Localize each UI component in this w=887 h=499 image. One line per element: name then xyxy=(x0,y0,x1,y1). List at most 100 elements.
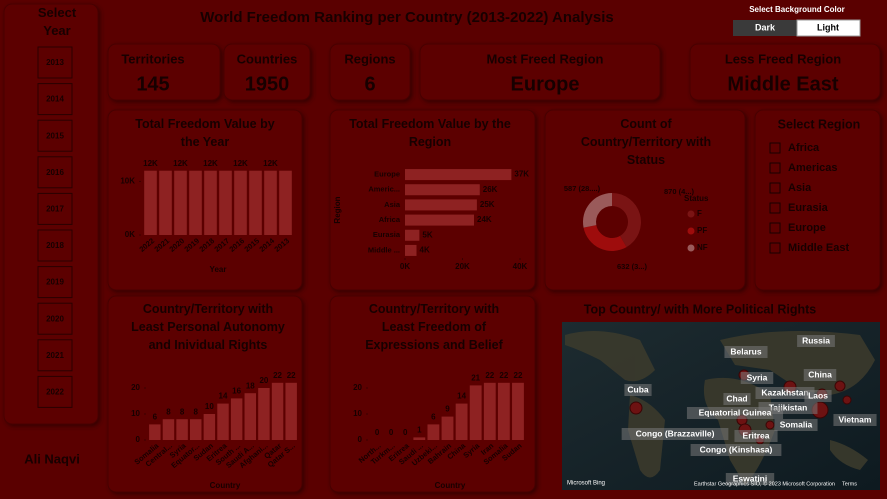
data-label: 587 (28....) xyxy=(564,184,601,193)
map-bubble xyxy=(765,420,775,430)
map-label: Equatorial Guinea xyxy=(699,407,772,417)
year-label[interactable]: 2016 xyxy=(46,168,64,177)
year-label[interactable]: 2017 xyxy=(46,205,64,214)
year-label[interactable]: 2018 xyxy=(46,241,64,250)
region-option[interactable]: Eurasia xyxy=(788,202,829,214)
kpi-label: Countries xyxy=(237,51,298,66)
x-axis-label: Year xyxy=(210,265,227,274)
year-label[interactable]: 2019 xyxy=(46,278,64,287)
data-label: 1 xyxy=(417,426,422,435)
chart-title: Country/Territory with Least Freedom of Ex… xyxy=(365,302,503,352)
checkbox[interactable] xyxy=(769,202,781,214)
year-button[interactable] xyxy=(37,375,73,408)
toggle-dark-label[interactable]: Dark xyxy=(755,22,776,32)
map-label-box xyxy=(797,335,835,347)
checkbox[interactable] xyxy=(769,162,781,174)
toggle-label: Select Background Color xyxy=(749,5,845,14)
kpi-value: 1950 xyxy=(245,73,290,95)
x-axis-label: Country xyxy=(435,481,466,490)
kpi-card xyxy=(689,43,881,101)
data-label: 6 xyxy=(431,413,436,422)
kpi-label: Territories xyxy=(121,51,184,66)
x-tick-label: 40K xyxy=(513,262,528,271)
map-label-box xyxy=(621,428,729,440)
data-label: 22 xyxy=(514,371,523,380)
map-label-box xyxy=(686,407,784,419)
toggle-light-label[interactable]: Light xyxy=(817,22,839,32)
slicer-title: Select Year xyxy=(38,5,77,38)
x-tick-label: 0K xyxy=(400,262,410,271)
data-label: 21 xyxy=(471,374,480,383)
year-button[interactable] xyxy=(37,302,73,335)
year-button[interactable] xyxy=(37,266,73,299)
toggle-light[interactable] xyxy=(796,19,861,37)
bar xyxy=(455,403,468,440)
checkbox[interactable] xyxy=(769,182,781,194)
legend-label: PF xyxy=(697,226,707,235)
legend-swatch xyxy=(687,244,695,252)
year-label[interactable]: 2014 xyxy=(46,95,64,104)
region-option[interactable]: Africa xyxy=(788,142,820,154)
year-label[interactable]: 2013 xyxy=(46,58,64,67)
kpi-card xyxy=(419,43,661,101)
slicer-title: Select Region xyxy=(778,117,861,131)
data-label: 22 xyxy=(287,371,296,380)
year-label[interactable]: 2015 xyxy=(46,131,64,140)
checkbox[interactable] xyxy=(769,242,781,254)
data-label: 870 (4...) xyxy=(664,187,695,196)
year-button[interactable] xyxy=(37,192,73,225)
bar xyxy=(271,382,284,440)
region-option[interactable]: Middle East xyxy=(788,242,849,254)
bar xyxy=(190,419,202,440)
map-label-box xyxy=(690,444,782,456)
bar xyxy=(249,170,262,235)
checkbox[interactable] xyxy=(769,142,781,154)
y-tick-label: 0K xyxy=(125,230,135,239)
map-terms[interactable]: Terms xyxy=(842,481,857,487)
legend-label: F xyxy=(697,209,702,218)
map-label-box xyxy=(725,473,775,485)
year-button[interactable] xyxy=(37,339,73,372)
data-label: 20 xyxy=(259,376,268,385)
map-label-box xyxy=(803,369,837,381)
map-label-box xyxy=(740,372,774,384)
year-label[interactable]: 2022 xyxy=(46,388,64,397)
chart-panel xyxy=(329,295,536,493)
panels xyxy=(3,3,881,493)
region-option[interactable]: Asia xyxy=(788,182,812,194)
map-label-box xyxy=(755,387,815,399)
year-button[interactable] xyxy=(37,156,73,189)
year-button[interactable] xyxy=(37,229,73,262)
y-tick-label: 20 xyxy=(131,383,140,392)
bar xyxy=(234,170,247,235)
legend-label: NF xyxy=(697,243,708,252)
land xyxy=(830,440,868,470)
kpi-card xyxy=(329,43,411,101)
data-label: 0 xyxy=(389,428,394,437)
data-label: 4K xyxy=(420,246,430,255)
year-button[interactable] xyxy=(37,46,73,79)
data-label: 12K xyxy=(173,159,188,168)
y-tick-label: 10 xyxy=(353,409,362,418)
year-button[interactable] xyxy=(37,83,73,116)
map-label-box xyxy=(804,390,832,402)
region-option[interactable]: Europe xyxy=(788,222,826,234)
chart-title: Total Freedom Value by the Region xyxy=(349,117,511,149)
x-tick-label: 20K xyxy=(455,262,470,271)
toggle-dark[interactable] xyxy=(733,20,797,36)
y-tick-label: 20 xyxy=(353,383,362,392)
bar xyxy=(230,398,243,440)
bar xyxy=(413,437,426,440)
bar xyxy=(405,169,512,181)
y-tick-label: Middle ... xyxy=(368,245,400,254)
bar xyxy=(497,382,510,440)
checkbox[interactable] xyxy=(769,222,781,234)
region-option[interactable]: Americas xyxy=(788,162,838,174)
year-label[interactable]: 2020 xyxy=(46,314,64,323)
data-label: 22 xyxy=(273,371,282,380)
year-label[interactable]: 2021 xyxy=(46,351,64,360)
bar xyxy=(441,416,454,440)
year-button[interactable] xyxy=(37,119,73,152)
